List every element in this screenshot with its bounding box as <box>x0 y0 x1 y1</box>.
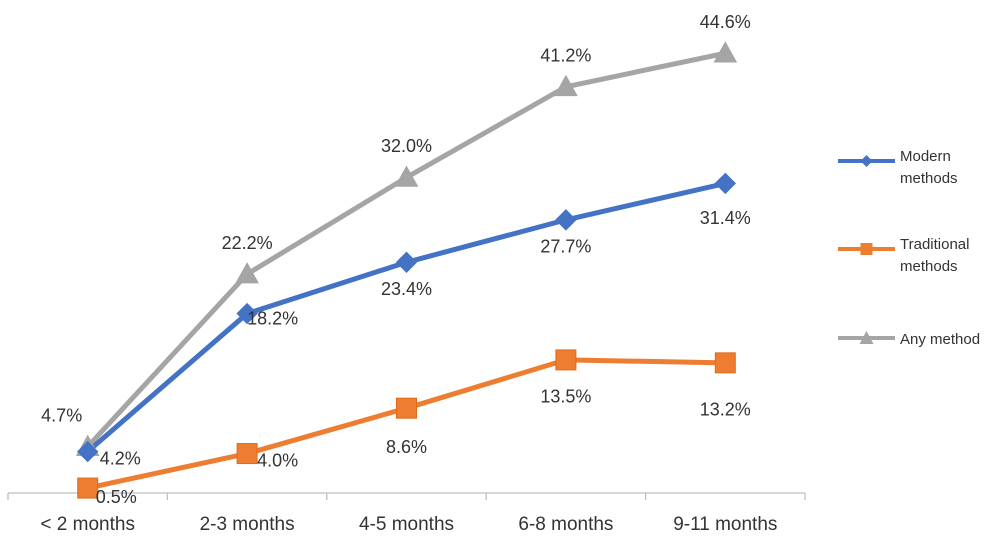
data-label: 4.2% <box>100 448 141 468</box>
data-point-modern-methods <box>236 302 258 325</box>
data-point-traditional-methods <box>714 352 736 374</box>
x-tick-label: < 2 months <box>40 514 135 535</box>
data-label: 32.0% <box>381 136 432 156</box>
data-label: 0.5% <box>96 487 137 507</box>
legend-marker <box>859 331 874 344</box>
x-tick-label: 9-11 months <box>673 514 777 535</box>
data-point-traditional-methods <box>555 349 577 371</box>
data-label: 44.6% <box>700 12 751 32</box>
data-point-any-method <box>713 41 738 63</box>
data-label: 31.4% <box>700 208 751 228</box>
data-point-modern-methods <box>76 440 99 463</box>
data-label: 27.7% <box>540 237 591 257</box>
data-point-any-method <box>554 74 578 97</box>
data-point-any-method <box>235 262 259 284</box>
x-tick-label: 6-8 months <box>518 514 613 535</box>
legend-label: Any method <box>900 331 980 348</box>
data-label: 23.4% <box>381 279 432 299</box>
legend-label: Modern methods <box>900 148 958 187</box>
data-label: 13.2% <box>700 400 751 420</box>
data-label: 4.0% <box>257 450 298 470</box>
x-tick-label: 2-3 months <box>200 514 295 535</box>
legend-marker <box>860 155 873 167</box>
legend-marker <box>860 243 873 255</box>
data-point-any-method <box>394 165 419 187</box>
series-line-traditional-methods <box>85 357 728 491</box>
data-point-traditional-methods <box>236 443 258 465</box>
data-point-traditional-methods <box>396 397 417 419</box>
data-label: 8.6% <box>386 437 427 457</box>
x-tick-label: 4-5 months <box>359 514 454 535</box>
data-point-modern-methods <box>555 209 577 231</box>
data-label: 41.2% <box>540 46 591 66</box>
data-point-modern-methods <box>714 172 737 195</box>
data-point-traditional-methods <box>77 477 99 499</box>
series-line-any-method <box>85 50 728 450</box>
data-point-modern-methods <box>395 251 418 273</box>
data-label: 4.7% <box>41 405 82 425</box>
data-label: 13.5% <box>540 387 591 407</box>
data-label: 18.2% <box>247 308 298 328</box>
legend-label: Traditional methods <box>900 236 969 275</box>
data-label: 22.2% <box>222 233 273 253</box>
